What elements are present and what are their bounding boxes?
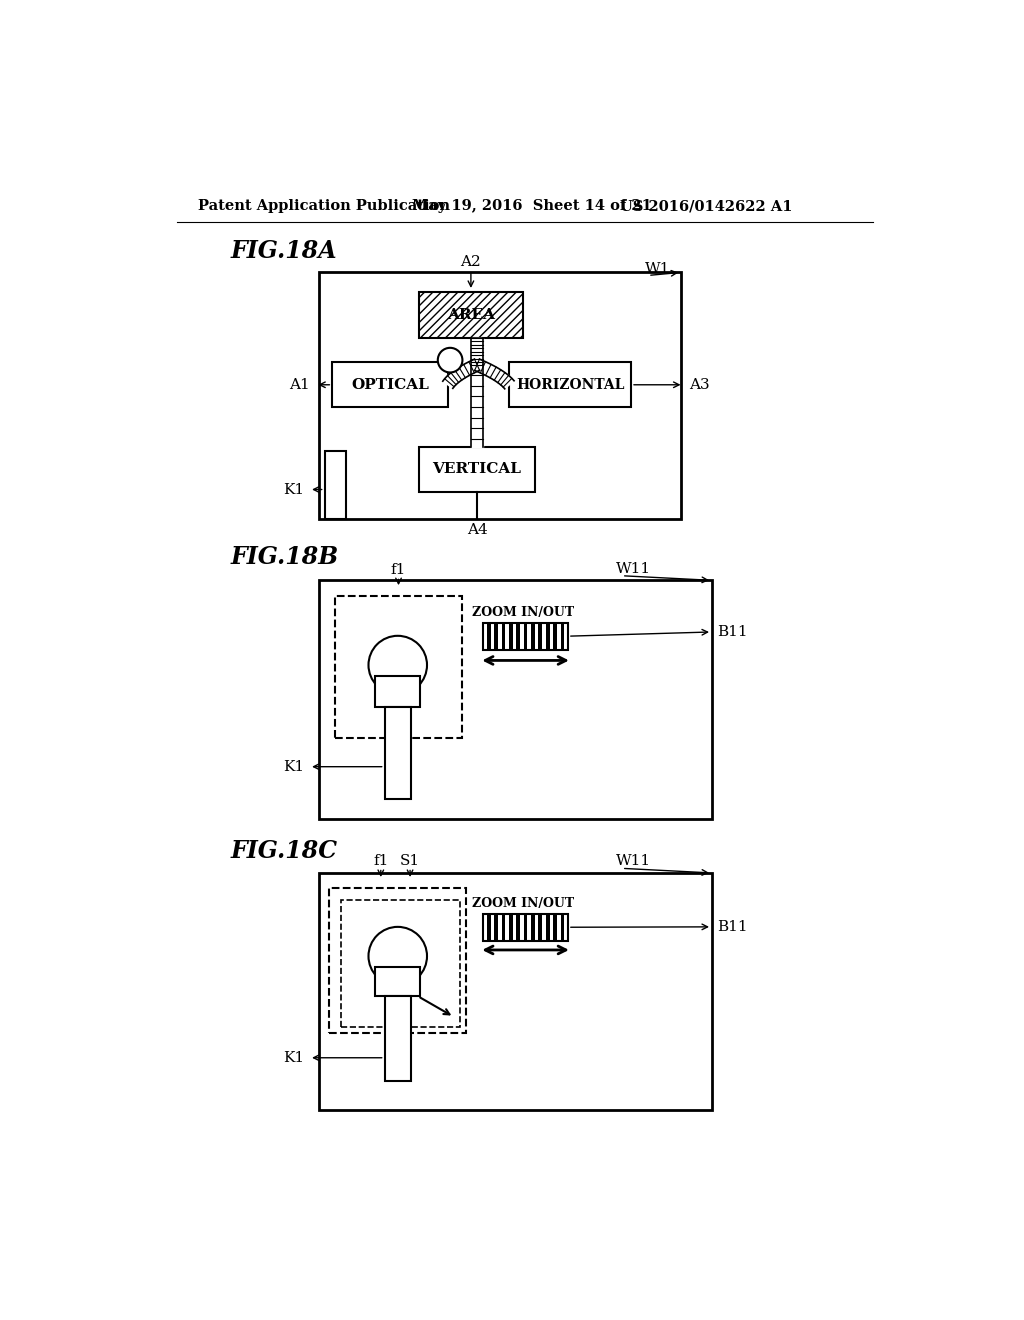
Text: W1: W1 [645,261,671,276]
Bar [419,447,535,492]
Bar [376,966,420,997]
Text: VERTICAL: VERTICAL [432,462,521,477]
Bar [483,913,568,941]
Text: AREA: AREA [447,308,496,322]
Text: K1: K1 [284,1051,304,1065]
Text: A1: A1 [289,378,310,392]
Text: W11: W11 [615,562,651,576]
Polygon shape [471,364,483,447]
Bar [516,623,520,649]
Text: May 19, 2016  Sheet 14 of 21: May 19, 2016 Sheet 14 of 21 [412,199,651,213]
Text: FIG.18C: FIG.18C [230,840,338,863]
Text: f1: f1 [373,854,388,867]
Bar [419,292,523,338]
Circle shape [369,636,427,694]
Bar [531,623,535,649]
Bar [516,913,520,941]
Bar [385,706,411,799]
Bar [341,900,460,1027]
Text: B11: B11 [717,624,748,639]
Bar [539,913,542,941]
Bar [560,913,564,941]
Text: HORIZONTAL: HORIZONTAL [516,378,625,392]
Bar [325,451,346,519]
Bar [523,623,527,649]
Text: f1: f1 [391,562,407,577]
Text: Patent Application Publication: Patent Application Publication [199,199,451,213]
Text: A3: A3 [689,378,710,392]
Text: ZOOM IN/OUT: ZOOM IN/OUT [472,606,574,619]
Bar [553,623,557,649]
Polygon shape [475,359,514,389]
Bar [330,888,466,1034]
Text: OPTICAL: OPTICAL [351,378,429,392]
Bar [335,595,462,738]
Polygon shape [442,359,479,388]
Text: B11: B11 [717,920,748,933]
Bar [486,623,490,649]
Bar [509,623,513,649]
Polygon shape [471,338,483,364]
Text: FIG.18B: FIG.18B [230,545,339,569]
Text: US 2016/0142622 A1: US 2016/0142622 A1 [621,199,793,213]
Bar [385,997,411,1081]
Bar [509,913,513,941]
Bar [333,363,447,407]
Bar [539,623,542,649]
Bar [509,363,631,407]
Bar [319,272,681,519]
Bar [553,913,557,941]
Bar [502,623,505,649]
Text: K1: K1 [284,760,304,774]
Bar [319,873,712,1110]
Text: W11: W11 [615,854,651,869]
Circle shape [369,927,427,985]
Text: A4: A4 [467,523,487,536]
Bar [495,623,498,649]
Bar [495,913,498,941]
Text: A2: A2 [461,255,481,269]
Text: FIG.18A: FIG.18A [230,239,337,263]
Bar [502,913,505,941]
Circle shape [438,348,463,372]
Bar [546,623,550,649]
Bar [560,623,564,649]
Bar [483,623,568,649]
Bar [531,913,535,941]
Bar [319,581,712,818]
Text: ZOOM IN/OUT: ZOOM IN/OUT [472,898,574,911]
Bar [376,676,420,706]
Bar [486,913,490,941]
Text: K1: K1 [284,483,304,496]
Text: S1: S1 [400,854,420,867]
Bar [419,292,523,338]
Bar [523,913,527,941]
Bar [546,913,550,941]
